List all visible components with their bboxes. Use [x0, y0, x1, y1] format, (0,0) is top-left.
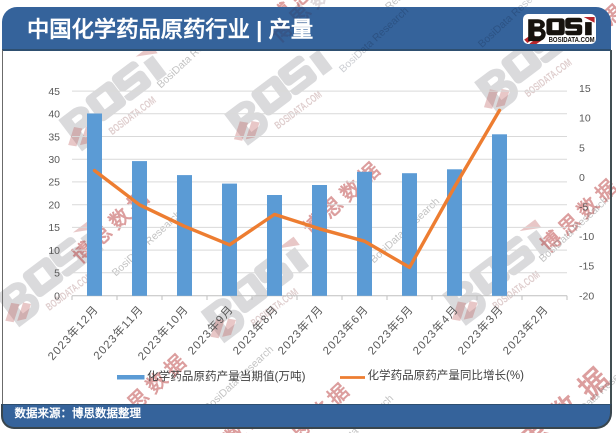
svg-text:-5: -5: [579, 202, 588, 214]
svg-text:35: 35: [48, 131, 60, 143]
svg-text:20: 20: [48, 200, 60, 212]
svg-text:2023年7月: 2023年7月: [275, 302, 327, 357]
svg-text:2023年9月: 2023年9月: [185, 302, 237, 357]
svg-text:2023年3月: 2023年3月: [455, 302, 507, 357]
svg-text:0: 0: [579, 172, 585, 184]
svg-text:40: 40: [48, 109, 60, 121]
svg-text:25: 25: [48, 177, 60, 189]
svg-text:15: 15: [48, 222, 60, 234]
svg-text:-20: -20: [579, 290, 594, 302]
svg-text:30: 30: [48, 154, 60, 166]
svg-text:-15: -15: [579, 261, 594, 273]
svg-text:5: 5: [579, 142, 585, 154]
svg-text:0: 0: [54, 291, 60, 303]
svg-text:BOSIDATA.COM: BOSIDATA.COM: [549, 37, 595, 44]
svg-text:15: 15: [579, 83, 591, 95]
svg-text:5: 5: [54, 268, 60, 280]
svg-text:2023年6月: 2023年6月: [320, 302, 372, 357]
svg-text:-10: -10: [579, 231, 594, 243]
svg-text:2023年4月: 2023年4月: [410, 302, 462, 357]
svg-text:2023年5月: 2023年5月: [365, 302, 417, 357]
svg-text:2023年2月: 2023年2月: [500, 302, 552, 357]
svg-text:45: 45: [48, 86, 60, 98]
svg-text:10: 10: [48, 245, 60, 257]
svg-text:2023年8月: 2023年8月: [230, 302, 282, 357]
svg-text:10: 10: [579, 113, 591, 125]
